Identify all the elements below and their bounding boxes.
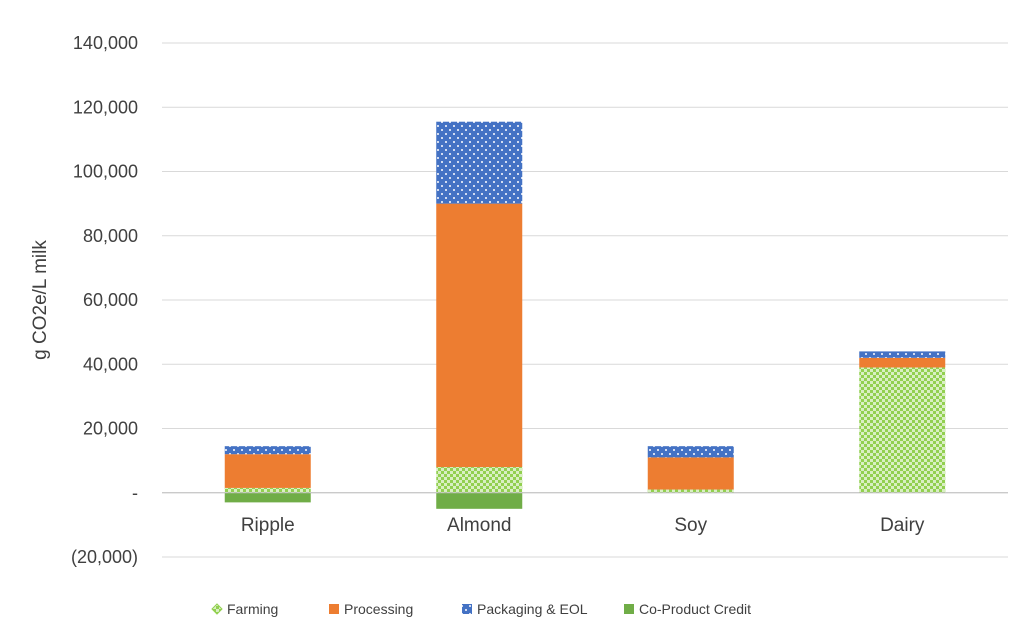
legend-swatch-farming: [211, 603, 223, 615]
y-axis-label: g CO2e/L milk: [30, 240, 51, 360]
bar-processing-dairy: [859, 357, 946, 368]
y-tick-label: 40,000: [83, 354, 138, 374]
y-tick-label: 20,000: [83, 419, 138, 439]
legend-swatch-packaging-eol: [462, 604, 472, 614]
bar-processing-ripple: [224, 454, 311, 488]
y-tick-label: (20,000): [71, 547, 138, 567]
bar-farming-soy: [647, 489, 734, 493]
legend-label-farming: Farming: [227, 601, 278, 617]
legend-label-packaging-eol: Packaging & EOL: [477, 601, 588, 617]
y-tick-label: 80,000: [83, 226, 138, 246]
x-tick-label: Almond: [447, 515, 511, 536]
legend-swatch-processing: [329, 604, 339, 614]
bar-processing-soy: [647, 457, 734, 490]
x-tick-label: Soy: [674, 515, 707, 536]
y-tick-label: 120,000: [73, 97, 138, 117]
legend-label-processing: Processing: [344, 601, 413, 617]
x-tick-label: Dairy: [880, 515, 925, 536]
x-tick-label: Ripple: [241, 515, 295, 536]
bar-co-product-credit-almond: [436, 492, 523, 509]
y-tick-label: 60,000: [83, 290, 138, 310]
bar-farming-dairy: [859, 367, 946, 493]
bar-co-product-credit-ripple: [224, 492, 311, 503]
y-tick-label: 140,000: [73, 33, 138, 53]
legend-swatch-co-product-credit: [624, 604, 634, 614]
bar-processing-almond: [436, 203, 523, 468]
y-tick-label: 100,000: [73, 162, 138, 182]
bar-packaging-eol-ripple: [224, 446, 311, 455]
legend-label-co-product-credit: Co-Product Credit: [639, 601, 751, 617]
bar-farming-ripple: [224, 487, 311, 493]
y-tick-label: -: [132, 483, 138, 503]
bar-packaging-eol-soy: [647, 446, 734, 458]
bar-packaging-eol-dairy: [859, 351, 946, 358]
bar-packaging-eol-almond: [436, 121, 523, 204]
bar-farming-almond: [436, 467, 523, 493]
